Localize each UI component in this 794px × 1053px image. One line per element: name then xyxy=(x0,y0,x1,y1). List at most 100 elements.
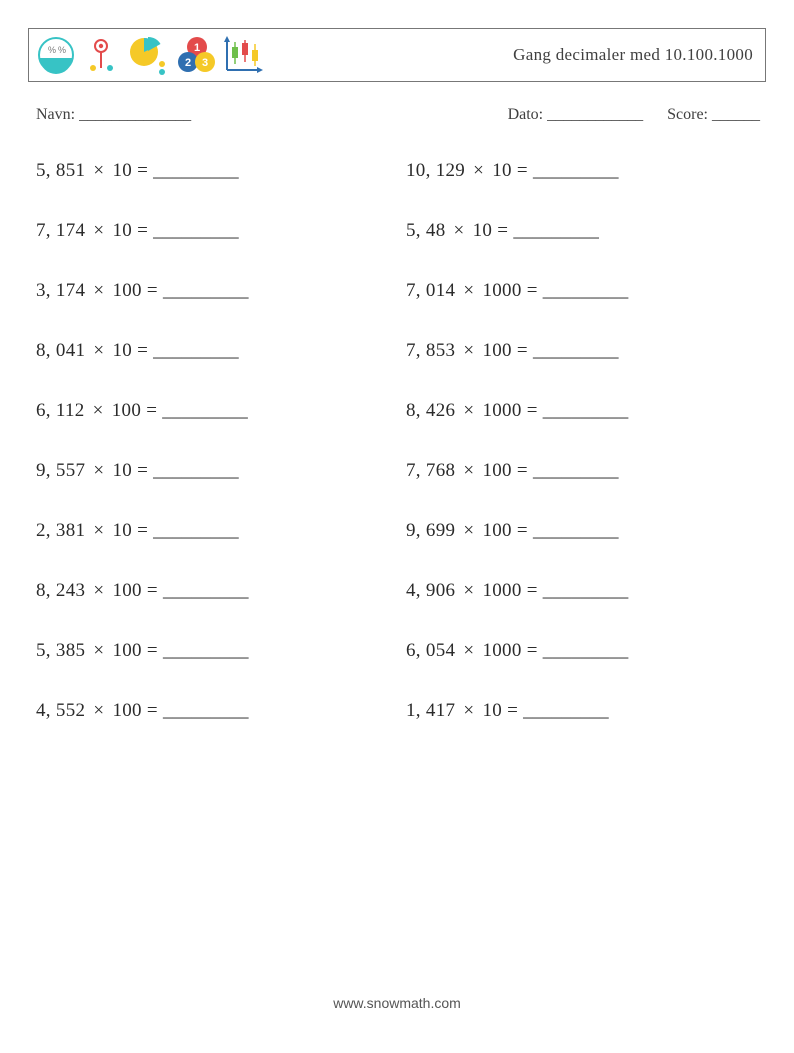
operand-a: 10, 129 xyxy=(406,160,465,181)
problem-item: 8, 041 × 10 = _________ xyxy=(36,340,388,362)
answer-blank: _________ xyxy=(543,640,629,661)
problem-item: 4, 906 × 1000 = _________ xyxy=(406,580,758,602)
operand-b: 10 xyxy=(112,520,132,541)
operand-a: 3, 174 xyxy=(36,280,85,301)
operand-b: 100 xyxy=(482,460,511,481)
operand-b: 100 xyxy=(112,700,141,721)
answer-blank: _________ xyxy=(153,160,239,181)
equals: = xyxy=(142,580,163,601)
equals: = xyxy=(132,340,153,361)
worksheet-title: Gang decimaler med 10.100.1000 xyxy=(513,45,753,65)
equals: = xyxy=(512,520,533,541)
equals: = xyxy=(512,460,533,481)
svg-text:2: 2 xyxy=(185,57,191,69)
date-field: Dato: ____________ xyxy=(508,106,644,124)
answer-blank: _________ xyxy=(543,280,629,301)
operand-b: 100 xyxy=(112,580,141,601)
operand-a: 1, 417 xyxy=(406,700,455,721)
operand-b: 1000 xyxy=(482,280,521,301)
times-symbol: × xyxy=(85,700,112,721)
answer-blank: _________ xyxy=(533,340,619,361)
answer-blank: _________ xyxy=(543,580,629,601)
operand-b: 100 xyxy=(112,640,141,661)
operand-a: 9, 699 xyxy=(406,520,455,541)
answer-blank: _________ xyxy=(533,460,619,481)
problem-item: 3, 174 × 100 = _________ xyxy=(36,280,388,302)
equals: = xyxy=(502,700,523,721)
percent-bowl-icon: % % xyxy=(35,34,77,76)
operand-a: 9, 557 xyxy=(36,460,85,481)
operand-a: 8, 041 xyxy=(36,340,85,361)
operand-a: 7, 014 xyxy=(406,280,455,301)
times-symbol: × xyxy=(455,280,482,301)
equals: = xyxy=(492,220,513,241)
operand-b: 1000 xyxy=(482,640,521,661)
operand-b: 10 xyxy=(112,160,132,181)
problems-grid: 5, 851 × 10 = _________10, 129 × 10 = __… xyxy=(28,160,766,722)
operand-a: 6, 112 xyxy=(36,400,85,421)
operand-b: 10 xyxy=(492,160,512,181)
meta-row: Navn: ______________ Dato: ____________ … xyxy=(28,106,766,124)
problem-item: 7, 768 × 100 = _________ xyxy=(406,460,758,482)
times-symbol: × xyxy=(455,340,482,361)
operand-b: 10 xyxy=(112,460,132,481)
equals: = xyxy=(522,580,543,601)
times-symbol: × xyxy=(85,580,112,601)
equals: = xyxy=(142,280,163,301)
operand-a: 8, 243 xyxy=(36,580,85,601)
equals: = xyxy=(132,160,153,181)
times-symbol: × xyxy=(455,460,482,481)
times-symbol: × xyxy=(85,400,112,421)
equals: = xyxy=(142,640,163,661)
problem-item: 8, 243 × 100 = _________ xyxy=(36,580,388,602)
times-symbol: × xyxy=(85,640,112,661)
equals: = xyxy=(512,340,533,361)
operand-a: 4, 906 xyxy=(406,580,455,601)
footer-url: www.snowmath.com xyxy=(0,995,794,1011)
answer-blank: _________ xyxy=(163,580,249,601)
times-symbol: × xyxy=(85,460,112,481)
equals: = xyxy=(141,400,162,421)
operand-a: 5, 48 xyxy=(406,220,446,241)
problem-item: 6, 112 × 100 = _________ xyxy=(36,400,388,422)
times-symbol: × xyxy=(85,160,112,181)
problem-item: 9, 699 × 100 = _________ xyxy=(406,520,758,542)
candlestick-icon xyxy=(221,34,265,76)
operand-b: 10 xyxy=(112,220,132,241)
header: % % xyxy=(28,28,766,82)
equals: = xyxy=(132,460,153,481)
answer-blank: _________ xyxy=(153,520,239,541)
times-symbol: × xyxy=(85,280,112,301)
operand-a: 7, 174 xyxy=(36,220,85,241)
answer-blank: _________ xyxy=(162,400,248,421)
equals: = xyxy=(132,220,153,241)
operand-a: 5, 385 xyxy=(36,640,85,661)
problem-item: 9, 557 × 10 = _________ xyxy=(36,460,388,482)
operand-a: 7, 768 xyxy=(406,460,455,481)
problem-item: 5, 48 × 10 = _________ xyxy=(406,220,758,242)
equals: = xyxy=(522,400,543,421)
answer-blank: _________ xyxy=(513,220,599,241)
problem-item: 7, 174 × 10 = _________ xyxy=(36,220,388,242)
answer-blank: _________ xyxy=(163,700,249,721)
answer-blank: _________ xyxy=(533,160,619,181)
problem-item: 10, 129 × 10 = _________ xyxy=(406,160,758,182)
times-symbol: × xyxy=(85,520,112,541)
operand-b: 100 xyxy=(112,280,141,301)
times-symbol: × xyxy=(455,400,482,421)
operand-b: 100 xyxy=(112,400,141,421)
problem-item: 7, 853 × 100 = _________ xyxy=(406,340,758,362)
operand-a: 5, 851 xyxy=(36,160,85,181)
problem-item: 6, 054 × 1000 = _________ xyxy=(406,640,758,662)
times-symbol: × xyxy=(455,520,482,541)
operand-b: 100 xyxy=(482,340,511,361)
operand-b: 100 xyxy=(482,520,511,541)
svg-text:3: 3 xyxy=(202,57,208,69)
answer-blank: _________ xyxy=(533,520,619,541)
svg-text:%: % xyxy=(48,45,56,55)
equals: = xyxy=(522,280,543,301)
svg-text:1: 1 xyxy=(194,42,200,54)
times-symbol: × xyxy=(455,580,482,601)
operand-a: 6, 054 xyxy=(406,640,455,661)
answer-blank: _________ xyxy=(523,700,609,721)
